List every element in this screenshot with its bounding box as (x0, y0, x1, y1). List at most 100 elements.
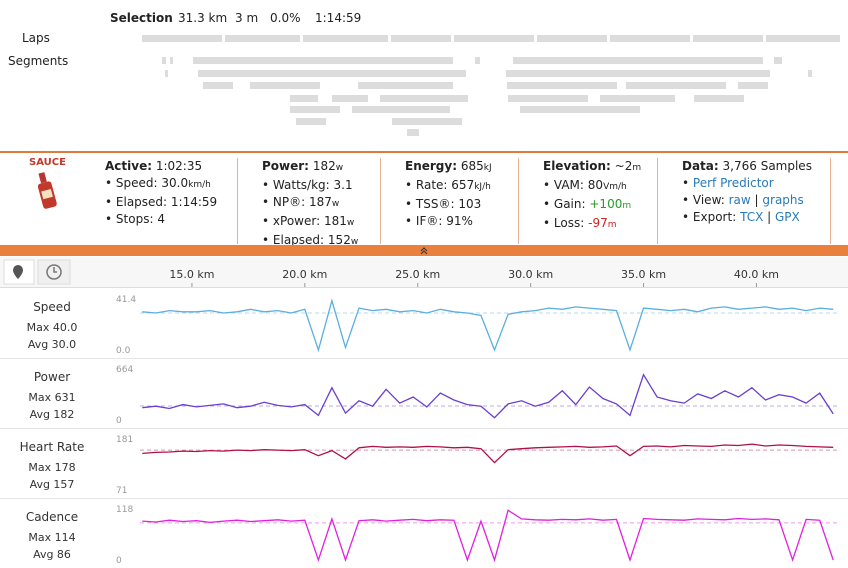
label: Watts/kg: (272, 178, 330, 192)
segments-label: Segments (8, 54, 69, 68)
selection-label: Selection (110, 11, 173, 25)
segments-bars (142, 35, 840, 136)
clock-hands (53, 267, 57, 273)
separator (657, 158, 658, 244)
title: Energy: (405, 159, 458, 173)
logo-bottle (37, 172, 57, 209)
value: 152 (327, 233, 351, 247)
unit: m (632, 163, 642, 173)
tcx-link[interactable]: TCX (740, 210, 764, 224)
value: 685 (460, 159, 484, 173)
label: Stops: (115, 212, 154, 226)
stream-avg: Avg 30.0 (28, 338, 76, 351)
selection-elevation: 3 m (235, 11, 259, 25)
unit: m (622, 201, 632, 211)
stream-avg: Avg 157 (30, 478, 75, 491)
value: ~2 (614, 159, 633, 173)
value: 181 (323, 214, 347, 228)
panel-border (0, 151, 848, 153)
y-tick-label: 0 (116, 556, 122, 566)
unit: w (350, 237, 359, 247)
x-tick-label: 25.0 km (395, 268, 440, 281)
perf-predictor-link[interactable]: Perf Predictor (692, 176, 774, 190)
power-column: Power: 182w • Watts/kg: 3.1 • NP®: 187w … (262, 159, 359, 247)
stream-max: Max 178 (28, 461, 75, 474)
stream-line (142, 443, 834, 464)
y-tick-label: 41.4 (116, 295, 136, 305)
stream-max: Max 40.0 (27, 321, 78, 334)
label: Speed: (115, 176, 158, 190)
unit: km/h (188, 180, 211, 190)
x-tick-label: 40.0 km (734, 268, 779, 281)
label: Export: (692, 210, 737, 224)
label: Rate: (415, 178, 448, 192)
stream-line (142, 373, 834, 419)
energy-column: Energy: 685kJ • Rate: 657kJ/h • TSS®: 10… (405, 159, 492, 228)
value: 103 (458, 197, 482, 211)
stream-avg: Avg 182 (30, 408, 75, 421)
value: 30.0 (161, 176, 189, 190)
x-tick-label: 35.0 km (621, 268, 666, 281)
elevation-column: Elevation: ~2m • VAM: 80Vm/h • Gain: +10… (543, 159, 642, 230)
separator (380, 158, 381, 244)
unit: w (335, 163, 344, 173)
y-tick-label: 181 (116, 435, 133, 445)
selection-distance: 31.3 km (178, 11, 228, 25)
y-tick-label: 118 (116, 505, 133, 515)
stream-name: Cadence (26, 510, 78, 524)
value: 657 (451, 178, 475, 192)
value: 3,766 Samples (722, 159, 812, 173)
raw-link[interactable]: raw (728, 193, 751, 207)
title: Active: (105, 159, 153, 173)
clock-icon[interactable] (46, 264, 62, 280)
label: VAM: (553, 178, 584, 192)
value: 80 (587, 178, 604, 192)
graphs-link[interactable]: graphs (762, 193, 804, 207)
laps-label: Laps (22, 31, 50, 45)
value: -97 (588, 216, 608, 230)
title: Data: (682, 159, 719, 173)
stream-line (142, 509, 834, 563)
stream-max: Max 631 (28, 391, 75, 404)
pin-icon[interactable] (13, 265, 23, 279)
toolbar (0, 257, 848, 287)
label: xPower: (272, 214, 321, 228)
unit: w (346, 218, 355, 228)
collapse-icon[interactable] (0, 245, 848, 256)
stream-name: Speed (33, 300, 71, 314)
unit: kJ/h (474, 182, 491, 192)
value: 187 (309, 195, 332, 209)
active-column: Active: 1:02:35 • Speed: 30.0km/h • Elap… (105, 159, 218, 226)
unit: m (607, 220, 617, 230)
value: 1:14:59 (170, 195, 218, 209)
y-tick-label: 0 (116, 416, 122, 426)
laps[interactable] (142, 35, 840, 42)
data-column: Data: 3,766 Samples • Perf Predictor • V… (682, 159, 812, 224)
stream-name: Heart Rate (20, 440, 85, 454)
y-tick-label: 0.0 (116, 346, 131, 356)
title: Elevation: (543, 159, 611, 173)
logo-text: SAUCE (29, 157, 66, 168)
x-tick-label: 20.0 km (282, 268, 327, 281)
segment-rows[interactable] (162, 57, 812, 136)
unit: Vm/h (603, 182, 627, 192)
stream-line (142, 298, 834, 353)
label: Gain: (553, 197, 586, 211)
gpx-link[interactable]: GPX (774, 210, 800, 224)
separator (830, 158, 831, 244)
selection-grade: 0.0% (270, 11, 301, 25)
title: Power: (262, 159, 309, 173)
label: Elapsed: (272, 233, 325, 247)
collapse-bar[interactable] (0, 245, 848, 256)
value: 4 (157, 212, 165, 226)
x-tick-label: 15.0 km (169, 268, 214, 281)
separator (518, 158, 519, 244)
value: +100 (589, 197, 623, 211)
unit: w (331, 199, 340, 209)
label: TSS®: (415, 197, 455, 211)
value: 1:02:35 (155, 159, 203, 173)
unit: kJ (483, 163, 492, 173)
value: 182 (312, 159, 336, 173)
selection-time: 1:14:59 (315, 11, 362, 25)
